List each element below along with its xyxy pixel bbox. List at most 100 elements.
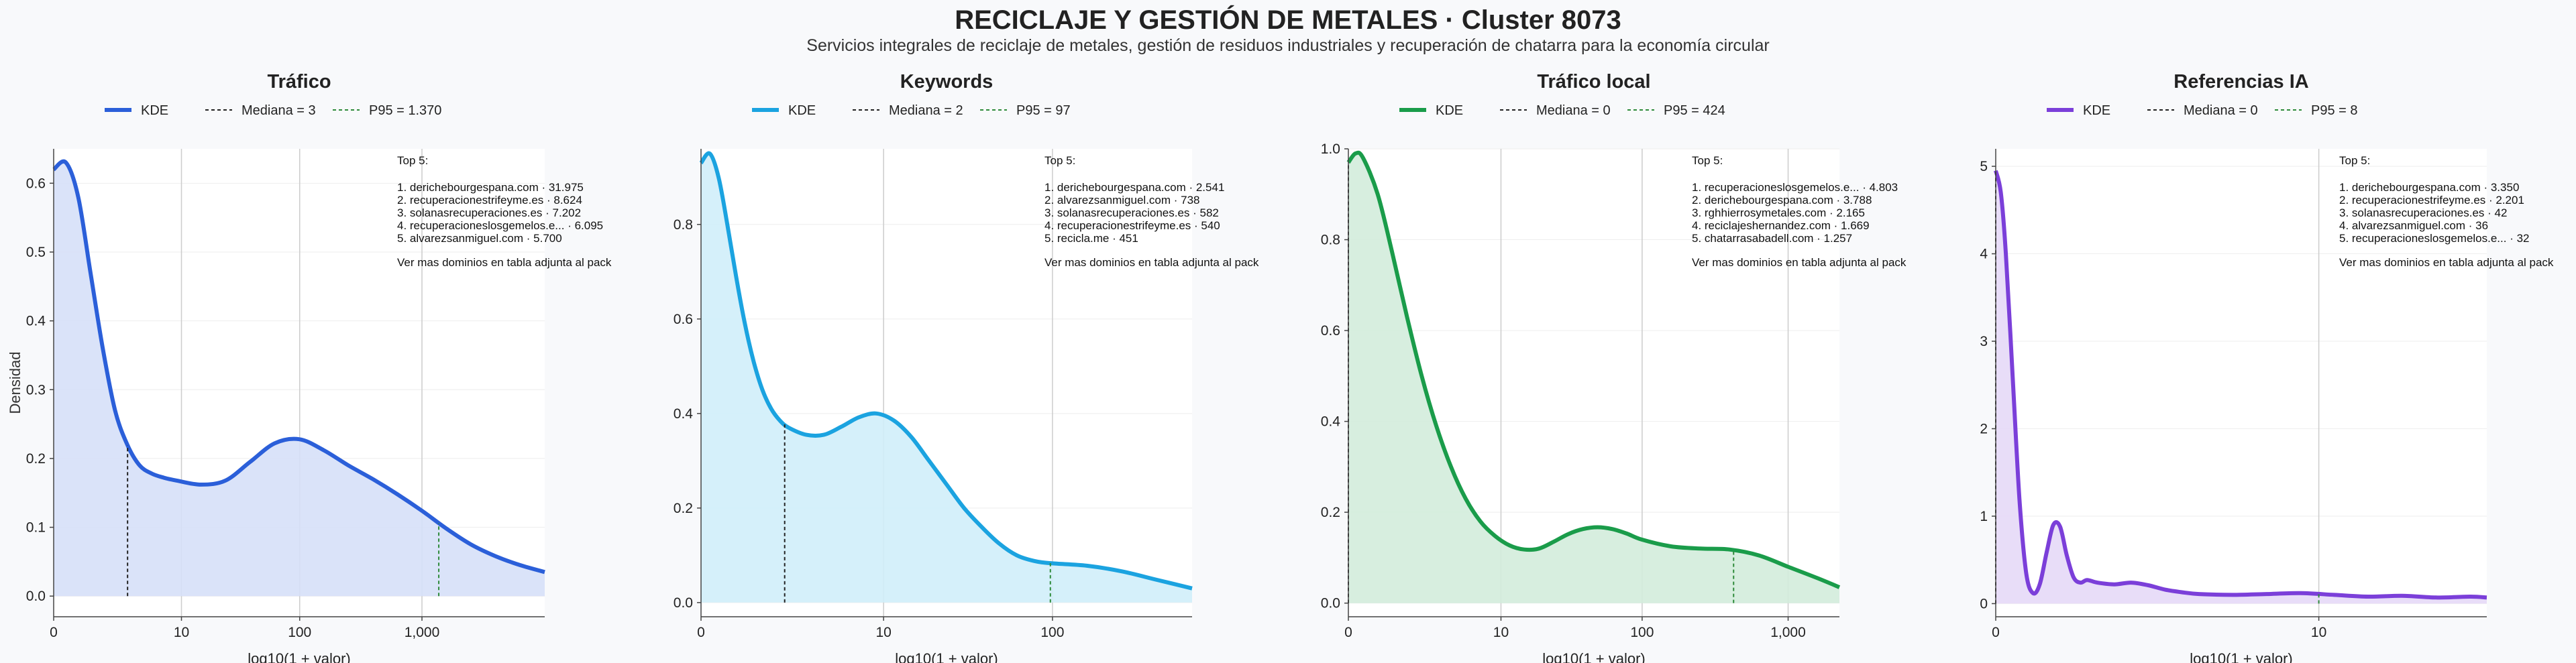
legend-kde-label: KDE [141, 103, 168, 118]
y-tick-label: 0.5 [26, 245, 46, 260]
annotation-item: 4. alvarezsanmiguel.com · 36 [2339, 219, 2488, 232]
x-tick-label: 100 [288, 625, 311, 640]
legend: KDE Mediana = 0 P95 = 8 [2047, 103, 2358, 118]
legend-p95-label: P95 = 424 [1664, 103, 1725, 118]
annotation-item: 5. chatarrasabadell.com · 1.257 [1692, 232, 1852, 245]
annotation-item: 5. alvarezsanmiguel.com · 5.700 [397, 232, 562, 245]
x-tick-label: 0 [50, 625, 58, 640]
annotation-item: 1. derichebourgespana.com · 2.541 [1044, 181, 1224, 194]
y-tick-label: 0.6 [674, 312, 693, 327]
kde-line [699, 151, 1193, 591]
legend-median-label: Mediana = 3 [241, 103, 316, 118]
chart-title: Keywords [900, 71, 994, 93]
annotation-item: 1. recuperacioneslosgemelos.e... · 4.803 [1692, 181, 1898, 194]
top5-annotation: Top 5: 1. derichebourgespana.com · 2.5412… [1044, 154, 1259, 269]
top5-annotation: Top 5: 1. derichebourgespana.com · 31.975… [397, 154, 612, 269]
y-tick-label: 0.8 [1321, 233, 1340, 248]
annotation-item: 4. recuperacionestrifeyme.es · 540 [1044, 219, 1220, 232]
annotation-footer: Ver mas dominios en tabla adjunta al pac… [1692, 256, 1907, 269]
y-tick-label: 2 [1980, 421, 1988, 436]
x-tick-label: 100 [1040, 625, 1064, 640]
annotation-item: 2. recuperacionestrifeyme.es · 8.624 [397, 194, 582, 206]
legend: KDE Mediana = 3 P95 = 1.370 [105, 103, 441, 118]
chart-title: Tráfico [267, 71, 331, 93]
top5-annotation: Top 5: 1. recuperacioneslosgemelos.e... ·… [1692, 154, 1907, 269]
legend-kde-label: KDE [2083, 103, 2110, 118]
annotation-item: 4. recuperacioneslosgemelos.e... · 6.095 [397, 219, 603, 232]
annotation-item: 4. reciclajeshernandez.com · 1.669 [1692, 219, 1870, 232]
chart-title: Referencias IA [2174, 71, 2309, 93]
chart-panel-3: Tráfico local KDE Mediana = 0 P95 = 424 0.0 0… [1321, 71, 1907, 663]
annotation-header: Top 5: [1692, 154, 1723, 167]
y-tick-label: 0.0 [1321, 596, 1340, 611]
legend: KDE Mediana = 0 P95 = 424 [1399, 103, 1725, 118]
annotation-item: 5. recicla.me · 451 [1044, 232, 1138, 245]
y-tick-label: 0.0 [26, 589, 46, 604]
y-tick-label: 0.4 [26, 314, 46, 329]
x-tick-label: 10 [1493, 625, 1509, 640]
annotation-header: Top 5: [1044, 154, 1075, 167]
chart-title: Tráfico local [1537, 71, 1650, 93]
legend-median-label: Mediana = 2 [889, 103, 963, 118]
x-axis-label: log10(1 + valor) [2190, 650, 2292, 663]
page-subtitle: Servicios integrales de reciclaje de met… [806, 36, 1770, 55]
y-tick-label: 4 [1980, 247, 1988, 262]
chart-panel-1: Tráfico KDE Mediana = 3 P95 = 1.370 0.0 0.1 0.… [26, 71, 612, 663]
x-axis-label: log10(1 + valor) [895, 650, 998, 663]
annotation-header: Top 5: [2339, 154, 2370, 167]
x-tick-label: 0 [1992, 625, 2000, 640]
x-tick-label: 10 [2311, 625, 2326, 640]
plot-area [1996, 149, 2487, 617]
legend-median-label: Mediana = 0 [2184, 103, 2258, 118]
y-tick-label: 0.6 [1321, 323, 1340, 339]
kde-line [1346, 150, 1841, 589]
annotation-item: 2. alvarezsanmiguel.com · 738 [1044, 194, 1200, 206]
y-tick-label: 0.4 [674, 406, 694, 422]
annotation-item: 3. solanasrecuperaciones.es · 582 [1044, 206, 1219, 219]
annotation-item: 3. solanasrecuperaciones.es · 7.202 [397, 206, 581, 219]
annotation-footer: Ver mas dominios en tabla adjunta al pac… [397, 256, 612, 269]
annotation-item: 3. rghhierrosymetales.com · 2.165 [1692, 206, 1865, 219]
y-tick-label: 0.2 [1321, 505, 1340, 520]
annotation-item: 3. solanasrecuperaciones.es · 42 [2339, 206, 2507, 219]
kde-area [54, 161, 545, 597]
page-title: RECICLAJE Y GESTIÓN DE METALES · Cluster… [955, 5, 1621, 35]
y-tick-label: 0.4 [1321, 414, 1341, 430]
legend-p95-label: P95 = 97 [1016, 103, 1071, 118]
y-tick-label: 0.2 [674, 501, 693, 516]
x-tick-label: 100 [1630, 625, 1654, 640]
annotation-item: 2. derichebourgespana.com · 3.788 [1692, 194, 1872, 206]
y-tick-label: 5 [1980, 159, 1988, 174]
x-tick-label: 0 [1344, 625, 1352, 640]
y-tick-label: 0.3 [26, 382, 46, 398]
y-tick-label: 0.6 [26, 176, 46, 191]
annotation-item: 5. recuperacioneslosgemelos.e... · 32 [2339, 232, 2530, 245]
chart-panel-4: Referencias IA KDE Mediana = 0 P95 = 8 0 1 2 3 4… [1980, 71, 2554, 663]
legend-kde-label: KDE [1436, 103, 1463, 118]
annotation-footer: Ver mas dominios en tabla adjunta al pac… [1044, 256, 1259, 269]
annotation-footer: Ver mas dominios en tabla adjunta al pac… [2339, 256, 2554, 269]
y-tick-label: 0.0 [674, 595, 693, 611]
x-axis-label: log10(1 + valor) [248, 650, 350, 663]
legend-median-label: Mediana = 0 [1536, 103, 1611, 118]
x-tick-label: 0 [697, 625, 705, 640]
x-tick-label: 1,000 [405, 625, 440, 640]
y-tick-label: 0.2 [26, 451, 46, 467]
y-tick-label: 0 [1980, 596, 1988, 611]
legend: KDE Mediana = 2 P95 = 97 [752, 103, 1071, 118]
legend-p95-label: P95 = 1.370 [369, 103, 441, 118]
top5-annotation: Top 5: 1. derichebourgespana.com · 3.3502… [2339, 154, 2554, 269]
kde-line [52, 159, 545, 575]
y-tick-label: 1.0 [1321, 141, 1340, 157]
annotation-item: 1. derichebourgespana.com · 31.975 [397, 181, 584, 194]
kde-area [701, 153, 1192, 603]
x-tick-label: 1,000 [1770, 625, 1806, 640]
kde-line [1994, 170, 2487, 600]
legend-kde-label: KDE [788, 103, 816, 118]
chart-panel-2: Keywords KDE Mediana = 2 P95 = 97 0.0 0.2 0.4 0… [674, 71, 1259, 663]
x-tick-label: 10 [174, 625, 189, 640]
y-tick-label: 3 [1980, 334, 1988, 349]
x-tick-label: 10 [875, 625, 891, 640]
